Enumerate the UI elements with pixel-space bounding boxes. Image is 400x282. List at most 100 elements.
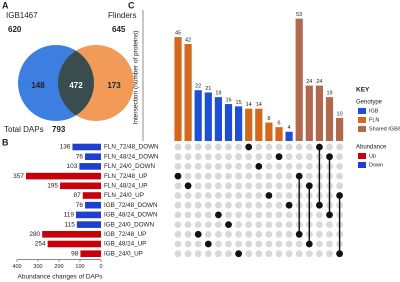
- value-label: 24: [316, 79, 322, 85]
- matrix-dot: [194, 172, 202, 180]
- bar: [305, 85, 313, 141]
- matrix-dot: [265, 250, 273, 258]
- matrix-dot: [225, 230, 232, 238]
- matrix-dot: [275, 192, 283, 199]
- matrix-dot: [204, 221, 212, 229]
- legend-title: KEY: [356, 87, 370, 94]
- matrix-dot: [215, 221, 222, 229]
- bar: [80, 250, 101, 257]
- value-label: 103: [67, 163, 78, 170]
- bar: [79, 163, 101, 170]
- bar: [315, 85, 323, 141]
- bar: [85, 153, 101, 160]
- matrix-dot: [174, 211, 182, 219]
- bar: [76, 221, 101, 228]
- matrix-dot-active: [316, 201, 323, 209]
- x-tick-label: 300: [33, 264, 42, 270]
- matrix-dot: [255, 240, 263, 248]
- matrix-dot-active: [305, 240, 313, 248]
- matrix-dot: [245, 172, 253, 180]
- category-label: IGB_24/0_UP: [104, 250, 143, 257]
- matrix-dot: [285, 250, 293, 258]
- matrix-dot: [326, 240, 333, 248]
- matrix-dot: [285, 211, 293, 219]
- set-total: 645: [112, 25, 126, 34]
- matrix-dot: [275, 240, 283, 248]
- category-label: IGB_72/48_DOWN: [104, 202, 158, 209]
- value-label: 53: [296, 12, 302, 18]
- value-label: 8: [267, 116, 270, 122]
- legend-label: Down: [369, 162, 383, 168]
- matrix-dot: [235, 211, 243, 219]
- bar: [275, 127, 283, 141]
- value-label: 45: [175, 31, 181, 37]
- matrix-dot: [336, 163, 343, 170]
- bar: [295, 18, 303, 142]
- matrix-dot: [336, 153, 343, 161]
- matrix-dot: [235, 182, 243, 190]
- matrix-dot: [194, 211, 202, 219]
- matrix-dot: [194, 201, 202, 209]
- x-tick-label: 400: [12, 264, 21, 270]
- matrix-dot: [265, 182, 273, 190]
- matrix-dot-active: [174, 172, 182, 180]
- panel-label: B: [2, 137, 9, 147]
- category-label: IGB_48/24_UP: [104, 241, 146, 248]
- matrix-dot-active: [225, 221, 232, 229]
- panel-label: A: [2, 0, 9, 10]
- matrix-dot: [235, 192, 243, 199]
- matrix-dot-active: [326, 153, 333, 161]
- set-name: IGB1467: [6, 11, 38, 20]
- matrix-dot: [305, 153, 313, 161]
- total-value: 793: [52, 125, 66, 134]
- matrix-dot: [174, 153, 182, 161]
- bar: [214, 97, 222, 141]
- bar: [76, 211, 101, 219]
- value-label: 14: [256, 102, 262, 108]
- matrix-dot: [245, 240, 253, 248]
- matrix-dot: [255, 221, 263, 229]
- matrix-dot: [235, 221, 243, 229]
- matrix-dot: [336, 182, 343, 190]
- matrix-dot-active: [275, 153, 283, 161]
- matrix-dot: [285, 172, 293, 180]
- matrix-dot: [245, 221, 253, 229]
- bar: [26, 172, 102, 180]
- matrix-dot: [225, 250, 232, 258]
- matrix-dot: [285, 230, 293, 238]
- category-label: FLN_48/24_DOWN: [104, 153, 159, 160]
- matrix-dot: [265, 230, 273, 238]
- matrix-dot: [204, 192, 212, 199]
- matrix-dot: [204, 153, 212, 161]
- matrix-dot: [265, 201, 273, 209]
- matrix-dot-active: [184, 182, 192, 190]
- matrix-dot: [184, 221, 192, 229]
- matrix-dot: [225, 172, 232, 180]
- region-count: 472: [69, 81, 83, 90]
- matrix-dot: [275, 250, 283, 258]
- category-label: IGB_48/24_DOWN: [104, 212, 158, 219]
- matrix-dot: [285, 182, 293, 190]
- matrix-dot-active: [204, 240, 212, 248]
- matrix-dot: [235, 153, 243, 161]
- matrix-dot: [265, 153, 273, 161]
- matrix-dot: [275, 182, 283, 190]
- legend-label: FLN: [369, 117, 379, 123]
- matrix-dot: [225, 240, 232, 248]
- region-count: 173: [107, 81, 121, 90]
- matrix-dot: [215, 163, 222, 170]
- matrix-dot: [305, 250, 313, 258]
- matrix-dot: [184, 240, 192, 248]
- legend-label: IGB: [369, 108, 379, 114]
- matrix-dot: [245, 192, 253, 199]
- matrix-dot-active: [295, 172, 303, 180]
- legend-swatch: [358, 153, 366, 159]
- matrix-dot: [184, 211, 192, 219]
- matrix-dot: [174, 250, 182, 258]
- legend-swatch: [358, 162, 366, 168]
- matrix-dot: [215, 172, 222, 180]
- matrix-dot: [316, 221, 323, 229]
- matrix-dot: [204, 250, 212, 258]
- matrix-dot: [204, 230, 212, 238]
- matrix-dot: [245, 163, 253, 170]
